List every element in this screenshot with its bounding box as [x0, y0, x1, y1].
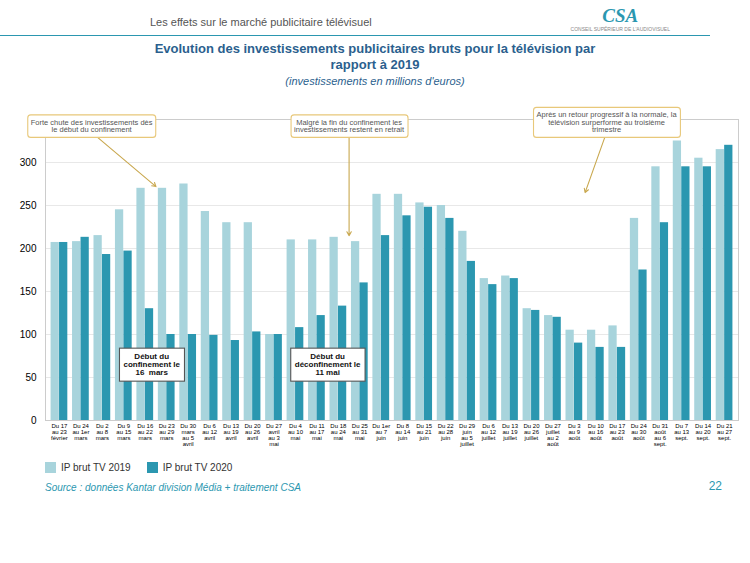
svg-text:Malgré la fin du confinement l: Malgré la fin du confinement lesinvestis… — [294, 118, 405, 134]
html-text:22: 22 — [708, 479, 722, 493]
svg-text:Du 23au 29mars: Du 23au 29mars — [159, 423, 176, 441]
svg-text:250: 250 — [20, 200, 37, 211]
svg-text:Forte chute des investissement: Forte chute des investissements dèsle dé… — [31, 118, 153, 134]
svg-text:150: 150 — [20, 286, 37, 297]
svg-text:Du 8au 14juin: Du 8au 14juin — [395, 423, 411, 441]
svg-text:Du 25au 31mai: Du 25au 31mai — [352, 423, 369, 441]
svg-text:Du 24au 1ermars: Du 24au 1ermars — [72, 423, 89, 441]
svg-text:Du 13au 19juillet: Du 13au 19juillet — [502, 423, 519, 441]
svg-text:Du 30marsau 5avril: Du 30marsau 5avril — [180, 423, 197, 447]
svg-text:Du 9au 15mars: Du 9au 15mars — [116, 423, 132, 441]
svg-text:Du 24au 30août: Du 24au 30août — [631, 423, 648, 441]
svg-text:Du 20au 26avril: Du 20au 26avril — [245, 423, 262, 441]
svg-text:Début dudéconfinement le11 mai: Début dudéconfinement le11 mai — [295, 352, 361, 377]
svg-text:50: 50 — [25, 372, 37, 383]
html-text:CSA: CSA — [602, 5, 639, 26]
html-text:IP brut TV 2020: IP brut TV 2020 — [162, 462, 233, 473]
svg-text:Du 20au 26juillet: Du 20au 26juillet — [523, 423, 540, 441]
html-text:(investissements en millions d: (investissements en millions d'euros) — [285, 75, 465, 87]
svg-text:Du 29juinau 5juillet: Du 29juinau 5juillet — [459, 423, 476, 447]
svg-text:200: 200 — [20, 243, 37, 254]
html-text:IP brut TV 2019: IP brut TV 2019 — [61, 462, 131, 473]
svg-text:Du 1erau 7juin: Du 1erau 7juin — [372, 423, 390, 441]
svg-text:Du 3au 9août: Du 3au 9août — [568, 423, 581, 441]
html-text:Les effets sur le marché publi: Les effets sur le marché publicitaire té… — [150, 16, 372, 28]
svg-text:Du 31aoûtau 6sept.: Du 31aoûtau 6sept. — [652, 423, 669, 447]
svg-text:Du 16au 22mars: Du 16au 22mars — [137, 423, 154, 441]
svg-text:Du 4au 10mai: Du 4au 10mai — [288, 423, 304, 441]
svg-text:Du 14au 20sept.: Du 14au 20sept. — [695, 423, 712, 441]
svg-text:Du 7au 13sept.: Du 7au 13sept. — [674, 423, 690, 441]
svg-text:Du 17au 23février: Du 17au 23février — [51, 423, 68, 441]
svg-text:Du 21au 27sept.: Du 21au 27sept. — [717, 423, 734, 441]
svg-text:Du 18au 24mai: Du 18au 24mai — [330, 423, 347, 441]
svg-text:100: 100 — [20, 329, 37, 340]
svg-text:Du 2au 8mars: Du 2au 8mars — [96, 423, 110, 441]
svg-text:Du 22au 28juin: Du 22au 28juin — [438, 423, 455, 441]
svg-text:Du 27juilletau 2août: Du 27juilletau 2août — [545, 423, 562, 447]
svg-text:Du 11au 17mai: Du 11au 17mai — [309, 423, 325, 441]
svg-text:Du 10au 16août: Du 10au 16août — [588, 423, 605, 441]
svg-text:Après un retour progressif à l: Après un retour progressif à la normale,… — [537, 110, 678, 134]
svg-text:Du 13au 19avril: Du 13au 19avril — [223, 423, 240, 441]
svg-text:Du 15au 21juin: Du 15au 21juin — [416, 423, 433, 441]
svg-text:Du 6au 12juillet: Du 6au 12juillet — [481, 423, 497, 441]
svg-text:Du 17au 23août: Du 17au 23août — [609, 423, 626, 441]
svg-text:Début duconfinement le16 mars: Début duconfinement le16 mars — [123, 352, 180, 377]
html-text:Source : données Kantar divisi: Source : données Kantar division Média +… — [45, 482, 301, 493]
svg-text:0: 0 — [31, 415, 37, 426]
svg-text:Du 6au 12avril: Du 6au 12avril — [202, 423, 218, 441]
svg-text:300: 300 — [20, 157, 37, 168]
html-text:Evolution des investissements: Evolution des investissements publicitai… — [154, 41, 596, 72]
html-text:CONSEIL SUPÉRIEUR DE L'AUDIOVI: CONSEIL SUPÉRIEUR DE L'AUDIOVISUEL — [570, 26, 670, 32]
svg-text:Du 27avrilau 3mai: Du 27avrilau 3mai — [266, 423, 283, 447]
